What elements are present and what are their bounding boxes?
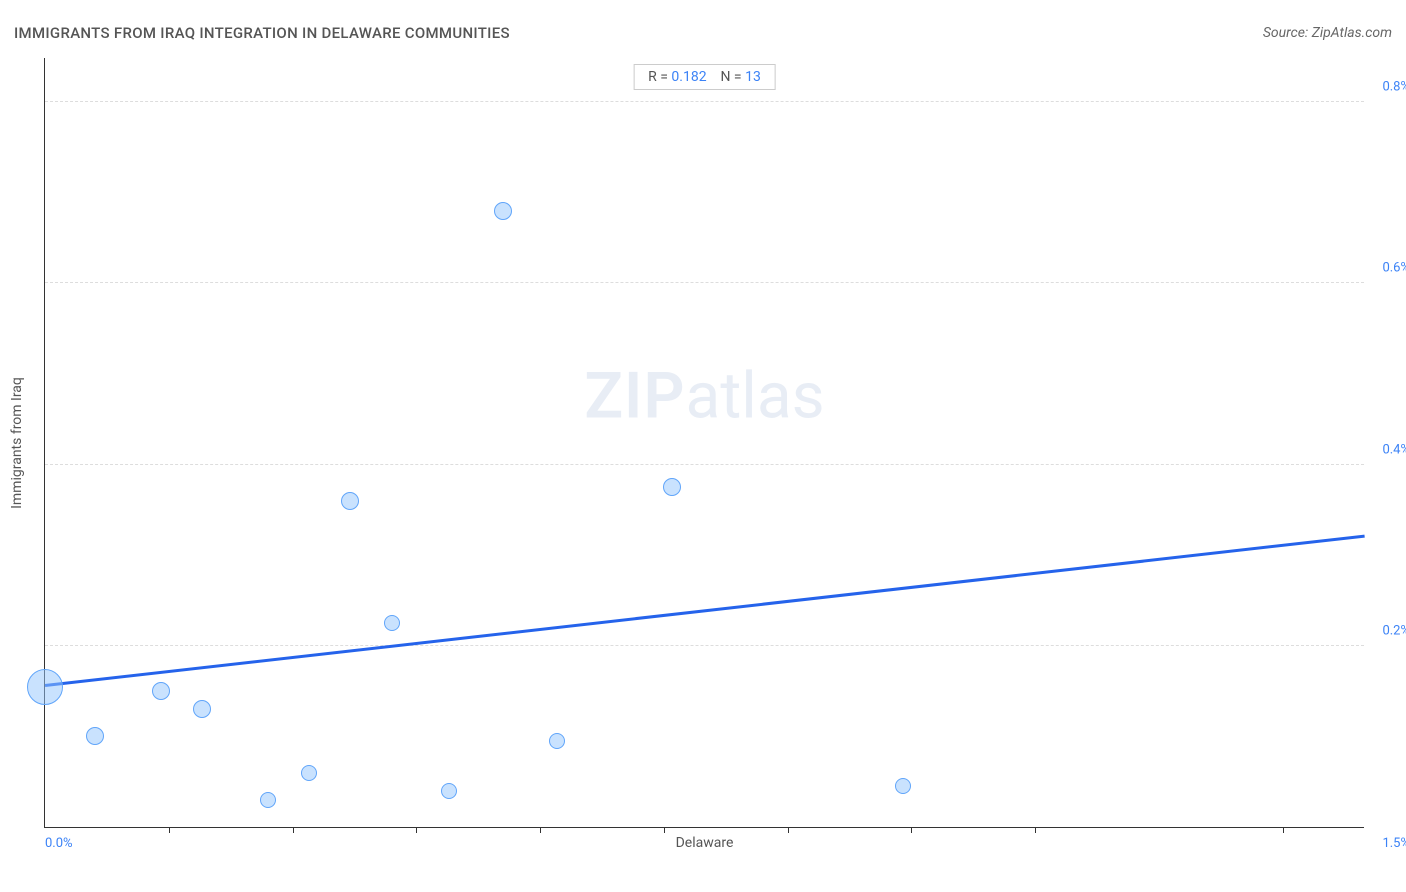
y-tick-label: 0.8%	[1382, 80, 1406, 95]
gridline	[45, 645, 1364, 646]
y-tick-label: 0.4%	[1382, 442, 1406, 457]
data-point	[341, 492, 359, 510]
chart-source: Source: ZipAtlas.com	[1263, 25, 1392, 41]
data-point	[86, 727, 104, 745]
x-axis-start-label: 0.0%	[45, 836, 73, 851]
gridline	[45, 282, 1364, 283]
data-point	[260, 792, 276, 808]
x-tick	[540, 827, 541, 833]
data-point	[152, 682, 170, 700]
data-point	[301, 765, 317, 781]
data-point	[384, 615, 400, 631]
x-tick	[416, 827, 417, 833]
watermark-zip: ZIP	[584, 359, 685, 434]
chart-title: IMMIGRANTS FROM IRAQ INTEGRATION IN DELA…	[14, 24, 510, 42]
watermark-rest: atlas	[686, 359, 825, 434]
gridline	[45, 464, 1364, 465]
r-value: 0.182	[671, 69, 706, 85]
x-tick	[788, 827, 789, 833]
y-tick-label: 0.6%	[1382, 261, 1406, 276]
n-value: 13	[745, 69, 761, 85]
watermark: ZIPatlas	[584, 359, 824, 434]
data-point	[441, 783, 457, 799]
chart-plot-area: ZIPatlas R = 0.182 N = 13 Immigrants fro…	[44, 58, 1364, 828]
x-tick	[169, 827, 170, 833]
data-point	[494, 202, 512, 220]
stats-box: R = 0.182 N = 13	[633, 64, 776, 90]
data-point	[193, 700, 211, 718]
r-label: R =	[648, 69, 668, 85]
trendline	[45, 535, 1365, 687]
x-tick	[911, 827, 912, 833]
x-tick	[293, 827, 294, 833]
data-point	[895, 778, 911, 794]
y-tick-label: 0.2%	[1382, 623, 1406, 638]
gridline	[45, 101, 1364, 102]
n-label: N =	[720, 69, 741, 85]
x-tick	[1283, 827, 1284, 833]
x-axis-end-label: 1.5%	[1382, 836, 1406, 851]
data-point	[27, 669, 63, 705]
x-axis-title: Delaware	[676, 835, 734, 851]
data-point	[549, 733, 565, 749]
y-axis-title: Immigrants from Iraq	[9, 377, 25, 509]
x-tick	[664, 827, 665, 833]
x-tick	[1035, 827, 1036, 833]
data-point	[663, 478, 681, 496]
chart-header: IMMIGRANTS FROM IRAQ INTEGRATION IN DELA…	[14, 24, 1392, 42]
